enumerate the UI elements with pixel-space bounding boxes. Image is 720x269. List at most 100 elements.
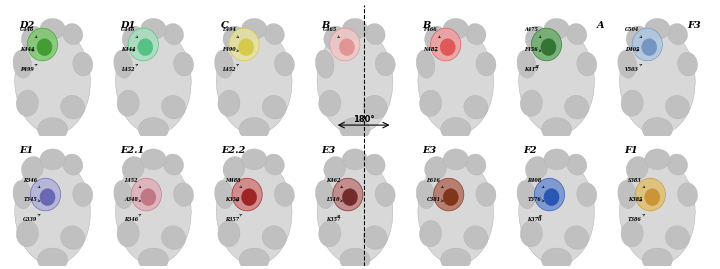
Ellipse shape	[544, 189, 559, 206]
Text: R408: R408	[527, 178, 544, 188]
Ellipse shape	[375, 52, 395, 76]
Text: T386: T386	[628, 214, 645, 222]
Ellipse shape	[418, 158, 494, 265]
Text: L452: L452	[222, 64, 238, 72]
Ellipse shape	[319, 221, 341, 247]
Ellipse shape	[232, 178, 262, 211]
Ellipse shape	[223, 157, 245, 180]
Text: F466: F466	[423, 27, 440, 38]
Ellipse shape	[534, 178, 564, 211]
Ellipse shape	[665, 226, 690, 249]
Text: A: A	[597, 21, 605, 30]
Text: V503: V503	[625, 64, 642, 72]
Ellipse shape	[431, 28, 461, 61]
Ellipse shape	[17, 90, 38, 116]
Ellipse shape	[644, 18, 670, 39]
Ellipse shape	[618, 180, 636, 209]
Ellipse shape	[375, 183, 395, 206]
Ellipse shape	[642, 118, 672, 141]
Text: N487: N487	[423, 47, 438, 52]
Ellipse shape	[141, 189, 156, 206]
Ellipse shape	[161, 95, 186, 119]
Ellipse shape	[626, 157, 648, 180]
Text: C381: C381	[426, 197, 444, 202]
Text: G504: G504	[625, 27, 642, 38]
Ellipse shape	[161, 226, 186, 249]
Ellipse shape	[218, 221, 240, 247]
Ellipse shape	[330, 28, 360, 61]
Ellipse shape	[163, 24, 184, 45]
Ellipse shape	[621, 90, 643, 116]
Text: L452: L452	[124, 178, 141, 188]
Ellipse shape	[264, 24, 284, 45]
Ellipse shape	[319, 90, 341, 116]
Ellipse shape	[333, 178, 363, 211]
Ellipse shape	[416, 180, 435, 209]
Ellipse shape	[14, 158, 91, 265]
Text: R346: R346	[23, 178, 40, 188]
Ellipse shape	[239, 248, 269, 269]
Ellipse shape	[642, 248, 672, 269]
Ellipse shape	[564, 226, 589, 249]
Ellipse shape	[163, 154, 184, 175]
Ellipse shape	[466, 24, 486, 45]
Ellipse shape	[443, 18, 469, 39]
Ellipse shape	[544, 149, 569, 170]
Ellipse shape	[340, 248, 370, 269]
Ellipse shape	[114, 50, 132, 78]
Ellipse shape	[37, 248, 68, 269]
Text: R357: R357	[225, 214, 242, 222]
Text: D405: D405	[625, 47, 639, 52]
Ellipse shape	[30, 178, 60, 211]
Ellipse shape	[262, 226, 287, 249]
Ellipse shape	[621, 221, 643, 247]
Ellipse shape	[128, 28, 158, 61]
Ellipse shape	[440, 39, 455, 56]
Ellipse shape	[40, 149, 65, 170]
Ellipse shape	[678, 183, 698, 206]
Ellipse shape	[216, 158, 292, 265]
Text: K462: K462	[325, 178, 343, 188]
Ellipse shape	[60, 226, 85, 249]
Ellipse shape	[464, 95, 488, 119]
Ellipse shape	[619, 28, 696, 134]
Ellipse shape	[131, 178, 161, 211]
Ellipse shape	[541, 118, 572, 141]
Ellipse shape	[425, 157, 446, 180]
Text: K357: K357	[325, 216, 340, 222]
Ellipse shape	[115, 158, 192, 265]
Ellipse shape	[241, 149, 266, 170]
Ellipse shape	[17, 221, 38, 247]
Ellipse shape	[37, 39, 52, 56]
Ellipse shape	[433, 178, 464, 211]
Ellipse shape	[218, 90, 240, 116]
Ellipse shape	[215, 50, 233, 78]
Ellipse shape	[73, 52, 93, 76]
Ellipse shape	[340, 118, 370, 141]
Ellipse shape	[317, 158, 393, 265]
Ellipse shape	[215, 180, 233, 209]
Ellipse shape	[619, 158, 696, 265]
Ellipse shape	[241, 189, 256, 206]
Ellipse shape	[324, 157, 346, 180]
Text: E616: E616	[426, 178, 444, 188]
Ellipse shape	[441, 118, 471, 141]
Ellipse shape	[567, 154, 587, 175]
Text: E494: E494	[222, 27, 238, 38]
Ellipse shape	[521, 90, 542, 116]
Ellipse shape	[541, 248, 572, 269]
Ellipse shape	[40, 18, 65, 39]
Text: C: C	[221, 21, 229, 30]
Ellipse shape	[60, 95, 85, 119]
Text: E1: E1	[19, 146, 33, 155]
Ellipse shape	[632, 28, 662, 61]
Text: R346: R346	[124, 214, 141, 222]
Ellipse shape	[315, 50, 334, 78]
Text: F3: F3	[688, 21, 701, 30]
Text: E3: E3	[423, 146, 436, 155]
Text: 180°: 180°	[353, 115, 374, 124]
Text: K350: K350	[225, 197, 239, 202]
Ellipse shape	[363, 226, 387, 249]
Ellipse shape	[420, 90, 441, 116]
Ellipse shape	[365, 154, 385, 175]
